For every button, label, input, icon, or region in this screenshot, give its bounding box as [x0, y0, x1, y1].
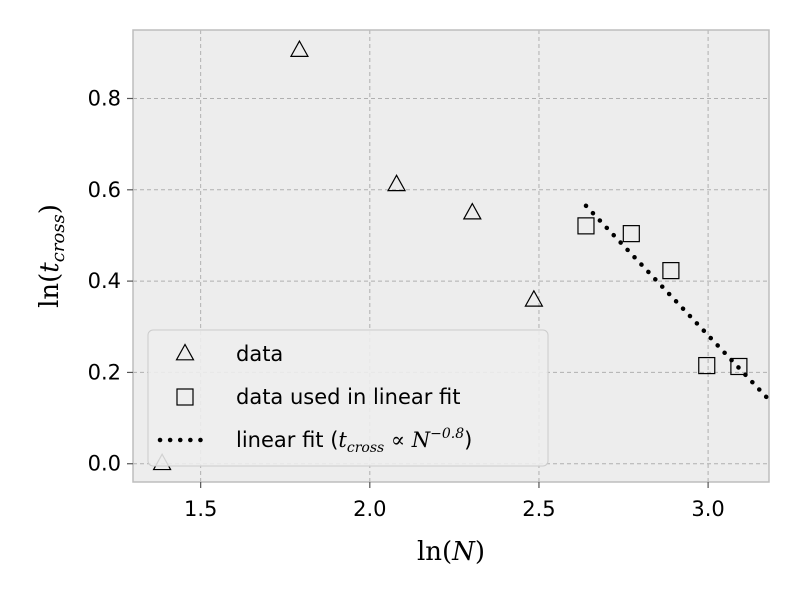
data-point-square	[622, 225, 640, 243]
y-tick-label: 0.4	[88, 269, 121, 293]
tick-labels: 1.5 2.0 2.5 3.0 0.0 0.2 0.4 0.6 0.8	[88, 86, 725, 521]
data-point-square	[577, 217, 595, 235]
y-tick-label: 0.2	[88, 360, 121, 384]
data-point-triangle	[524, 289, 544, 307]
legend-label: data	[236, 342, 283, 366]
y-tick-label: 0.6	[88, 178, 121, 202]
legend: data data used in linear fit linear fit (t…	[147, 329, 549, 467]
data-point-square	[662, 262, 680, 280]
data-point-triangle	[462, 202, 482, 220]
data-point-square	[730, 357, 748, 376]
tick-marks	[127, 97, 709, 488]
data-point-triangle	[289, 39, 309, 57]
y-axis-label: ln(tcross)	[35, 204, 69, 308]
x-tick-label: 3.0	[691, 497, 724, 521]
linear-fit-line	[583, 203, 769, 403]
series-clip-group	[583, 203, 769, 403]
x-tick-label: 2.5	[522, 497, 555, 521]
x-tick-label: 2.0	[353, 497, 386, 521]
plot-frame	[132, 29, 770, 483]
y-tick-label: 0.8	[88, 86, 121, 110]
x-axis-label: ln(N)	[417, 537, 485, 567]
legend-box	[147, 329, 549, 467]
legend-marker-square	[176, 388, 194, 406]
data-point-square	[698, 356, 716, 375]
y-tick-label: 0.0	[88, 452, 121, 476]
legend-marker-triangle	[175, 343, 195, 361]
legend-label: linear fit (tcross ∝ N−0.8)	[236, 426, 472, 456]
data-point-triangle	[387, 174, 407, 192]
x-tick-label: 1.5	[184, 497, 217, 521]
legend-label: data used in linear fit	[236, 385, 461, 409]
